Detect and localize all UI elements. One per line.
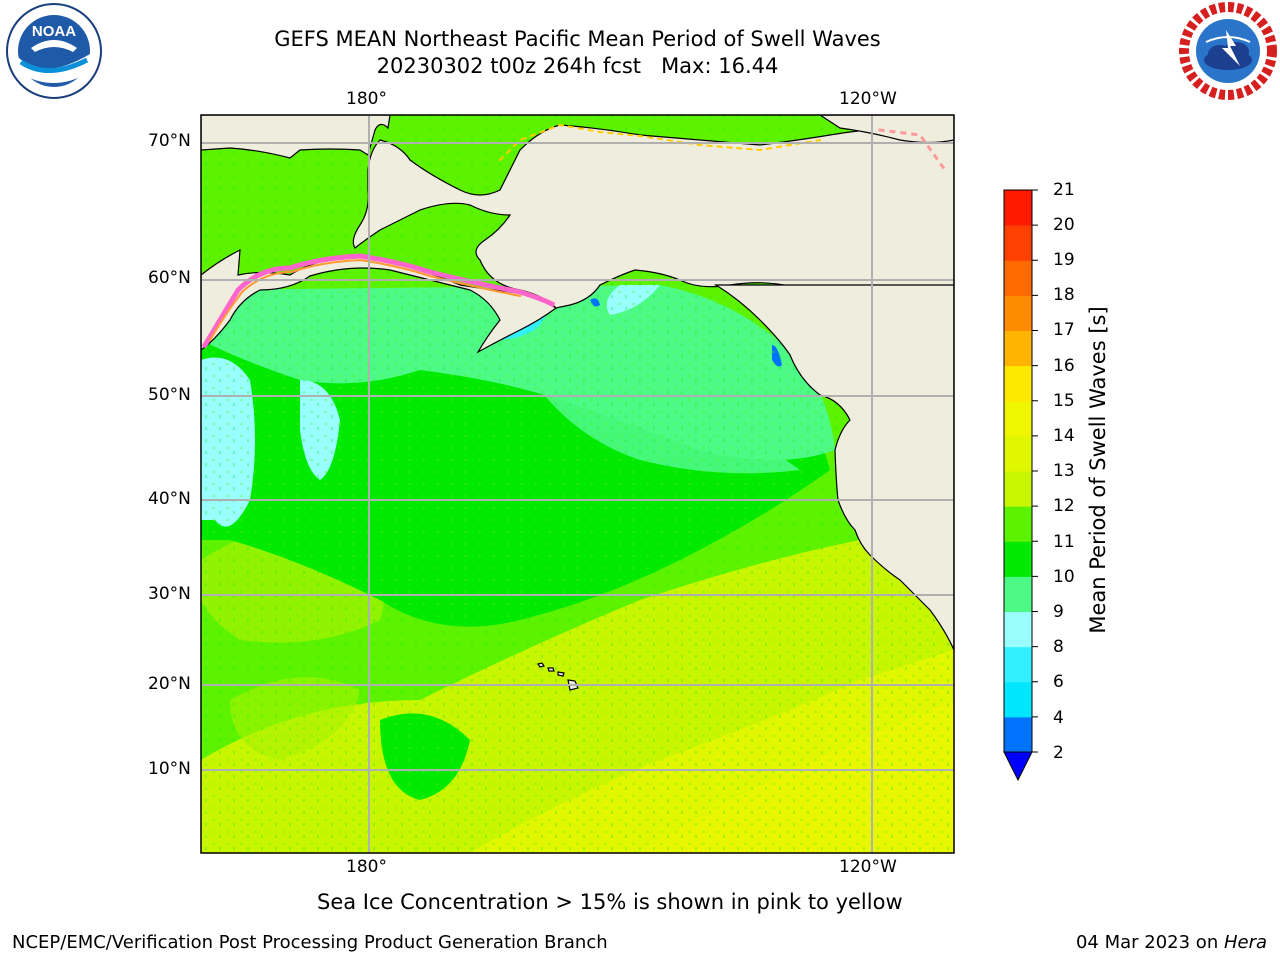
hawaii-maui — [557, 671, 565, 677]
colorbar-segment — [1004, 681, 1032, 718]
colorbar-segment — [1004, 225, 1032, 261]
colorbar-segment — [1004, 716, 1032, 753]
colorbar-tick: 8 — [1053, 637, 1064, 657]
lat-label-50n: 50°N — [148, 385, 191, 405]
hawaii-oahu — [547, 667, 555, 672]
colorbar-segment — [1004, 471, 1032, 507]
colorbar-tick: 15 — [1053, 391, 1075, 411]
colorbar-segment — [1004, 365, 1032, 402]
nws-logo — [1179, 2, 1277, 100]
lat-label-10n: 10°N — [148, 759, 191, 779]
lat-label-70n: 70°N — [148, 131, 191, 151]
colorbar-segment — [1004, 295, 1032, 332]
colorbar-tick: 20 — [1053, 215, 1075, 235]
gridlines — [201, 115, 954, 853]
colorbar-tick: 21 — [1053, 180, 1075, 200]
lat-label-40n: 40°N — [148, 489, 191, 509]
lat-label-60n: 60°N — [148, 268, 191, 288]
footer-date-text: 04 Mar 2023 on — [1075, 932, 1224, 953]
lat-label-20n: 20°N — [148, 674, 191, 694]
hawaii-kauai — [537, 662, 545, 668]
colorbar-tick: 16 — [1053, 356, 1075, 376]
map-subtitle: 20230302 t00z 264h fcst Max: 16.44 — [376, 54, 779, 78]
colorbar-segment — [1004, 646, 1032, 683]
colorbar-tick: 6 — [1053, 672, 1064, 692]
colorbar-tick: 14 — [1053, 426, 1075, 446]
footer-date: 04 Mar 2023 on Hera — [1076, 932, 1267, 953]
colorbar-extend-triangle — [1003, 751, 1033, 782]
colorbar-tick: 13 — [1053, 461, 1075, 481]
footer-branch: NCEP/EMC/Verification Post Processing Pr… — [12, 932, 608, 953]
colorbar-tick: 17 — [1053, 320, 1075, 340]
colorbar-label: Mean Period of Swell Waves [s] — [1086, 306, 1110, 634]
lon-label-bottom-180: 180° — [346, 857, 387, 877]
colorbar-segment — [1004, 330, 1032, 367]
colorbar-tick: 4 — [1053, 708, 1064, 728]
colorbar-tick: 19 — [1053, 250, 1075, 270]
footer-machine: Hera — [1223, 932, 1267, 953]
lat-label-30n: 30°N — [148, 584, 191, 604]
colorbar-tick: 10 — [1053, 567, 1075, 587]
land-areas — [201, 115, 954, 691]
map-field — [201, 115, 954, 853]
map-frame — [200, 114, 955, 854]
colorbar-segment — [1004, 435, 1032, 472]
noaa-logo-text: NOAA — [32, 23, 76, 40]
colorbar-tick: 11 — [1053, 532, 1075, 552]
lon-label-top-180: 180° — [346, 89, 387, 109]
colorbar-segment — [1004, 190, 1032, 226]
colorbar-segment — [1004, 576, 1032, 613]
colorbar-segment — [1004, 506, 1032, 542]
lon-label-top-120w: 120°W — [839, 89, 897, 109]
colorbar-tick: 9 — [1053, 602, 1064, 622]
lon-label-bottom-120w: 120°W — [839, 857, 897, 877]
siberia-north — [201, 115, 391, 159]
arctic-islands — [818, 115, 954, 144]
north-america-west-coast — [713, 284, 954, 651]
colorbar-tick: 2 — [1053, 743, 1064, 763]
colorbar-segment — [1004, 611, 1032, 648]
colorbar-segment — [1004, 541, 1032, 577]
colorbar-segment — [1004, 260, 1032, 296]
map-title: GEFS MEAN Northeast Pacific Mean Period … — [274, 27, 881, 51]
sea-ice-note: Sea Ice Concentration > 15% is shown in … — [317, 890, 903, 914]
colorbar-tick: 12 — [1053, 496, 1075, 516]
colorbar-segment — [1004, 400, 1032, 437]
noaa-logo: NOAA — [6, 3, 102, 99]
colorbar — [1003, 189, 1038, 782]
colorbar-tick: 18 — [1053, 285, 1075, 305]
